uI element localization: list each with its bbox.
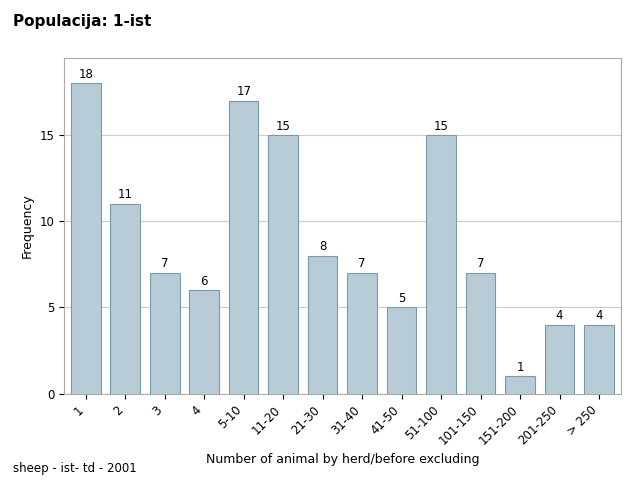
Bar — [466, 273, 495, 394]
Bar — [387, 308, 417, 394]
Text: 1: 1 — [516, 361, 524, 374]
Bar — [584, 324, 614, 394]
Bar — [229, 101, 259, 394]
X-axis label: Number of animal by herd/before excluding: Number of animal by herd/before excludin… — [205, 453, 479, 466]
Bar — [426, 135, 456, 394]
Bar — [268, 135, 298, 394]
Text: 7: 7 — [161, 257, 168, 270]
Bar — [150, 273, 179, 394]
Text: sheep - ist- td - 2001: sheep - ist- td - 2001 — [13, 462, 136, 475]
Text: 17: 17 — [236, 85, 251, 98]
Bar — [348, 273, 377, 394]
Text: Populacija: 1-ist: Populacija: 1-ist — [13, 14, 151, 29]
Text: 11: 11 — [118, 189, 132, 202]
Text: 15: 15 — [434, 120, 449, 132]
Text: 7: 7 — [358, 257, 366, 270]
Text: 15: 15 — [276, 120, 291, 132]
Text: 4: 4 — [556, 309, 563, 322]
Text: 5: 5 — [398, 292, 405, 305]
Text: 7: 7 — [477, 257, 484, 270]
Bar — [506, 376, 535, 394]
Y-axis label: Frequency: Frequency — [21, 193, 34, 258]
Bar — [189, 290, 219, 394]
Bar — [545, 324, 575, 394]
Bar — [308, 256, 337, 394]
Bar — [111, 204, 140, 394]
Text: 8: 8 — [319, 240, 326, 253]
Bar — [71, 84, 100, 394]
Text: 6: 6 — [200, 275, 208, 288]
Text: 4: 4 — [595, 309, 603, 322]
Text: 18: 18 — [78, 68, 93, 81]
